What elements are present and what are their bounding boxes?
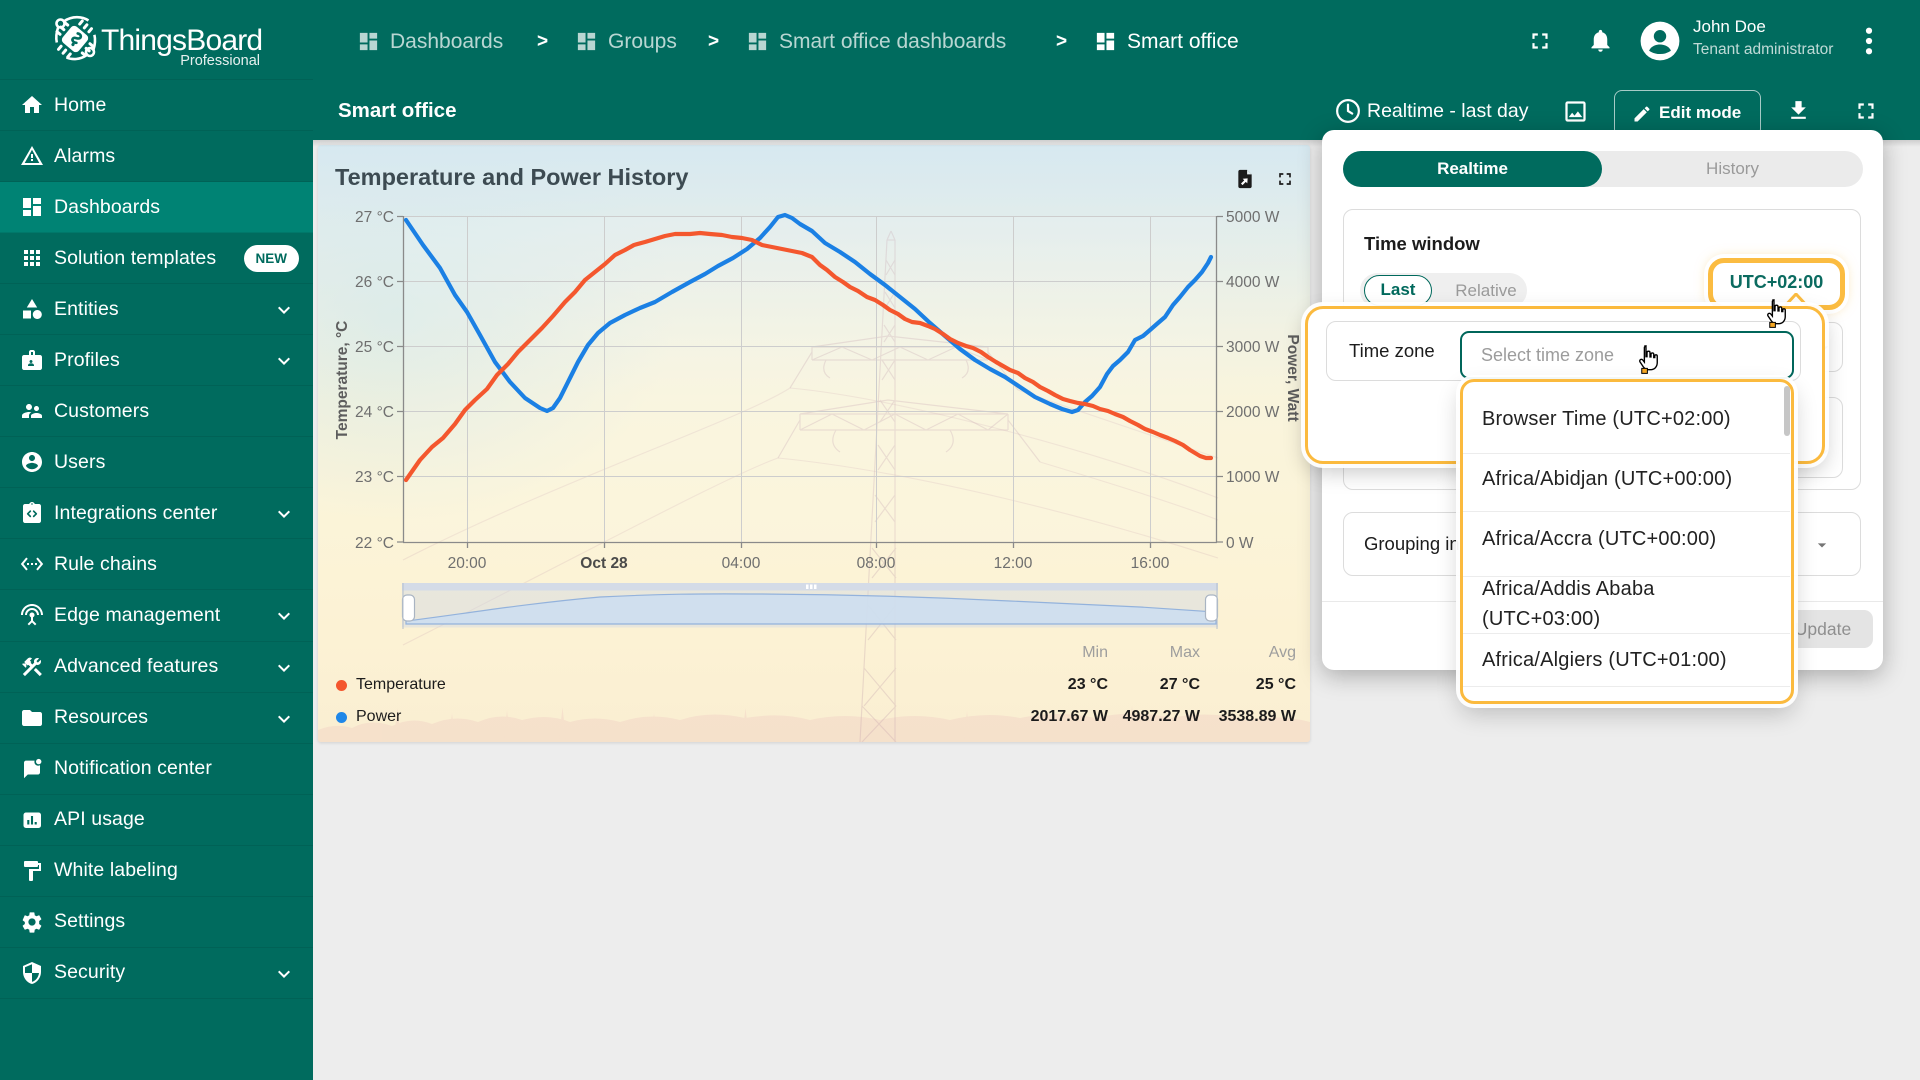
svg-text:3000 W: 3000 W — [1226, 339, 1280, 356]
svg-text:22 °C: 22 °C — [355, 535, 394, 552]
svg-text:24 °C: 24 °C — [355, 404, 394, 421]
svg-text:Temperature, °C: Temperature, °C — [334, 321, 351, 440]
svg-text:23 °C: 23 °C — [355, 469, 394, 486]
svg-text:1000 W: 1000 W — [1226, 469, 1280, 486]
svg-text:2000 W: 2000 W — [1226, 404, 1280, 421]
svg-text:20:00: 20:00 — [448, 555, 487, 572]
svg-text:Oct 28: Oct 28 — [580, 555, 628, 572]
svg-text:12:00: 12:00 — [994, 555, 1033, 572]
svg-text:04:00: 04:00 — [722, 555, 761, 572]
svg-text:26 °C: 26 °C — [355, 274, 394, 291]
svg-text:25 °C: 25 °C — [355, 339, 394, 356]
svg-text:5000 W: 5000 W — [1226, 209, 1280, 226]
svg-text:27 °C: 27 °C — [355, 209, 394, 226]
svg-text:0 W: 0 W — [1226, 535, 1254, 552]
svg-text:08:00: 08:00 — [857, 555, 896, 572]
svg-text:16:00: 16:00 — [1131, 555, 1170, 572]
svg-text:Power, Watt: Power, Watt — [1284, 334, 1301, 421]
svg-text:4000 W: 4000 W — [1226, 274, 1280, 291]
